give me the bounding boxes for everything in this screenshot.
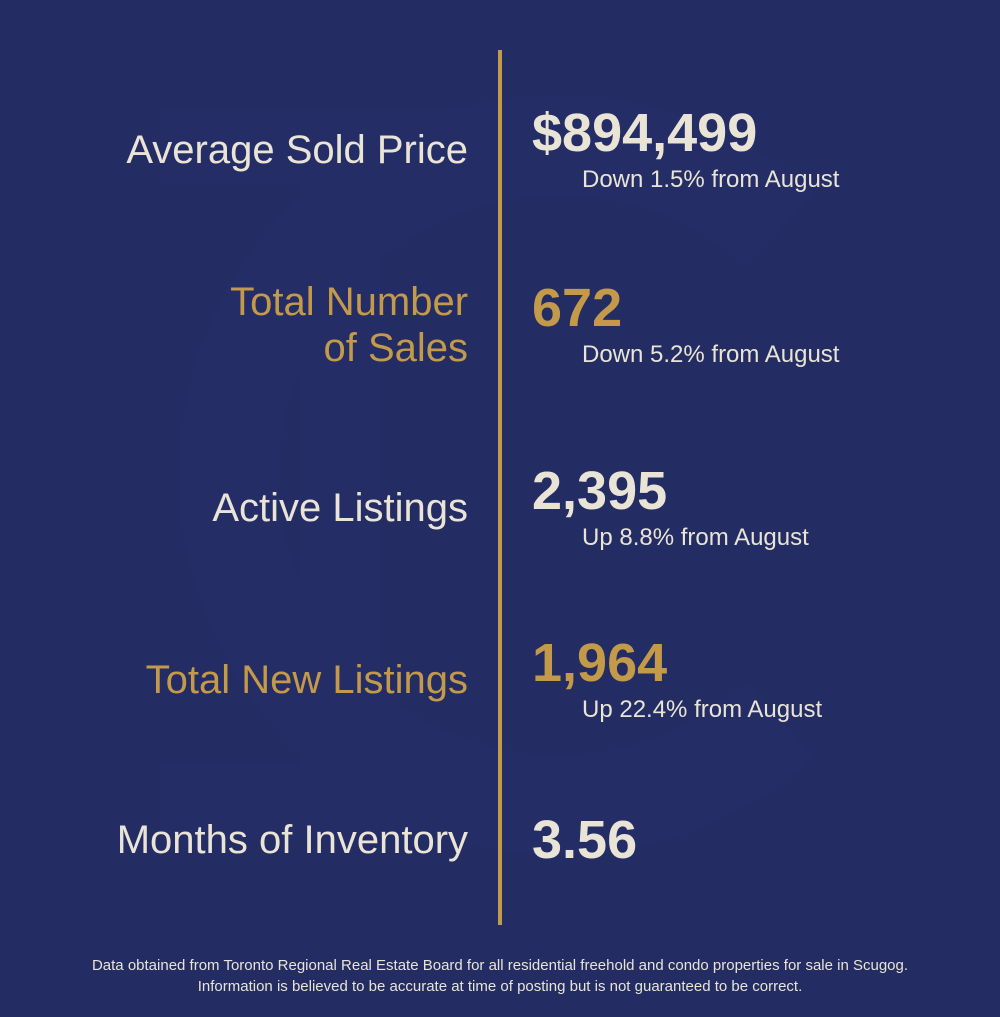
value-new-listings: 1,964 [532, 636, 1000, 690]
value-active-listings: 2,395 [532, 464, 1000, 518]
footer-disclaimer: Data obtained from Toronto Regional Real… [0, 955, 1000, 1017]
sub-total-sales: Down 5.2% from August [532, 341, 1000, 369]
value-total-sales: 672 [532, 281, 1000, 335]
sub-active-listings: Up 8.8% from August [532, 524, 1000, 552]
label-total-sales: Total Numberof Sales [0, 279, 468, 371]
value-avg-sold-price: $894,499 [532, 106, 1000, 160]
label-new-listings: Total New Listings [0, 657, 468, 703]
label-avg-sold-price: Average Sold Price [0, 127, 468, 173]
sub-new-listings: Up 22.4% from August [532, 696, 1000, 724]
sub-avg-sold-price: Down 1.5% from August [532, 166, 1000, 194]
label-active-listings: Active Listings [0, 485, 468, 531]
stats-panel: Average Sold Price Total Numberof Sales … [0, 0, 1000, 955]
value-months-inventory: 3.56 [532, 813, 1000, 867]
label-months-inventory: Months of Inventory [0, 817, 468, 863]
